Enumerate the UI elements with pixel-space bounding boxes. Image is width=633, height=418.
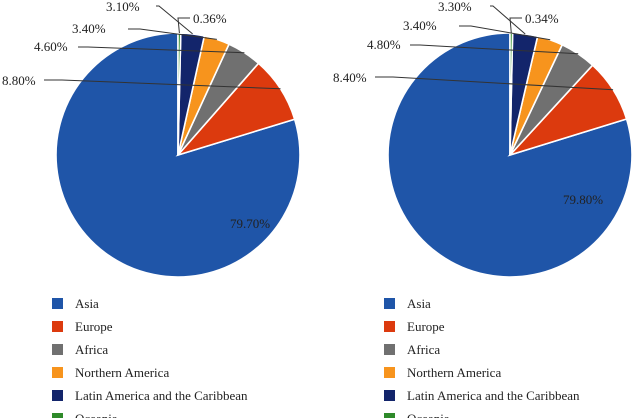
pie-chart-right: 79.80% 8.40% 4.80%3.40%3.30% 0.34% Asia Europ… [333,0,633,418]
legend-swatch [384,367,395,378]
slice-label: 0.34% [525,11,559,26]
legend-entry: Latin America and the Caribbean [75,388,248,403]
legend-swatch [384,390,395,401]
legend-swatch [384,298,395,309]
leader-line [509,17,522,34]
legend-swatch [52,413,63,418]
slice-label: 3.40% [403,18,437,33]
legend-entry: Oceania [407,411,450,418]
legend-swatch [384,413,395,418]
slice-label: 3.40% [72,21,106,36]
leader-line [128,28,217,40]
leader-line [44,79,281,90]
leader-line [177,17,190,34]
slice-label: 4.60% [34,39,68,54]
legend-swatch [384,344,395,355]
legend-entry: Oceania [75,411,118,418]
legend-swatch [52,298,63,309]
legend-swatch [52,390,63,401]
leader-line [375,76,614,91]
legend-entry: Africa [407,342,440,357]
slice-label: 3.30% [438,0,472,14]
legend-entry: Asia [407,296,431,311]
legend-entry: Africa [75,342,108,357]
legend-swatch [52,344,63,355]
leader-line [459,25,551,41]
legend-swatch [52,367,63,378]
pie-slice-oceania [177,32,182,156]
slice-label: 8.40% [333,70,367,85]
leader-line [78,46,245,54]
leader-line [156,5,193,35]
legend-swatch [52,321,63,332]
slice-label: 4.80% [367,37,401,52]
pie-chart-left: 79.70% 8.80% 4.60% 3.40%3.10% 0.36% Asia Europ… [2,0,301,418]
leader-line [410,44,579,55]
legend-swatch [384,321,395,332]
legend-entry: Europe [75,319,113,334]
slice-label: 79.80% [563,192,603,207]
legend-entry: Latin America and the Caribbean [407,388,580,403]
legend-entry: Northern America [407,365,501,380]
legend-entry: Europe [407,319,445,334]
slice-label: 8.80% [2,73,36,88]
legend-entry: Asia [75,296,99,311]
slice-label: 0.36% [193,11,227,26]
slice-label: 3.10% [106,0,140,14]
leader-line [490,5,526,35]
slice-label: 79.70% [230,216,270,231]
legend-entry: Northern America [75,365,169,380]
